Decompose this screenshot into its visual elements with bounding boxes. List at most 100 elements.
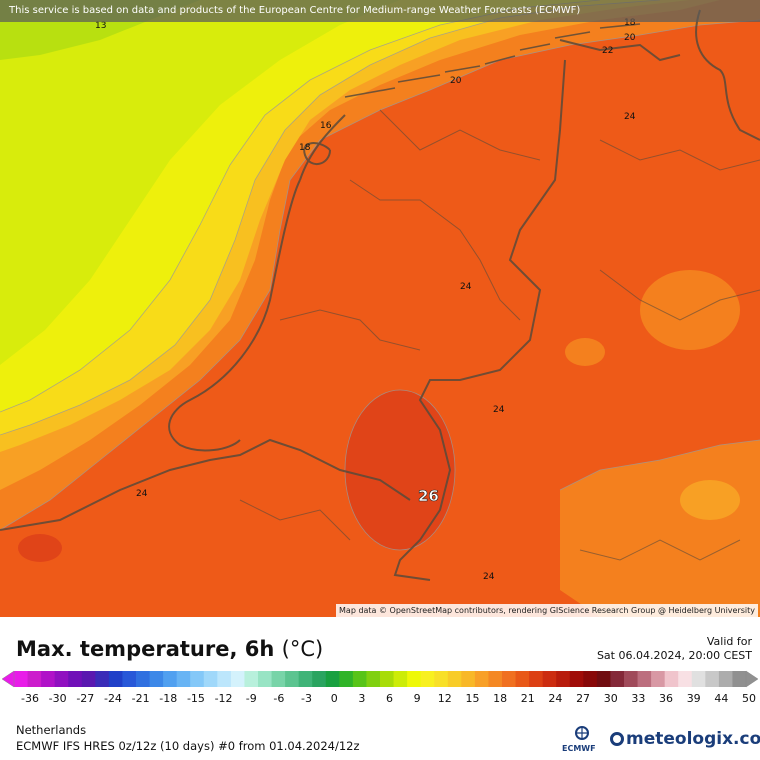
- ecmwf-logo-text: ECMWF: [562, 744, 596, 753]
- scale-cell: [258, 671, 273, 687]
- scale-cell: [610, 671, 625, 687]
- scale-cell: [664, 671, 679, 687]
- isoline-label-24-ne: 24: [624, 112, 636, 122]
- isoline-label-24-center: 24: [460, 282, 472, 292]
- scale-cell: [41, 671, 56, 687]
- isoline-label-18-coast: 18: [299, 143, 311, 153]
- scale-tick-label: 36: [659, 692, 674, 705]
- meteologix-logo[interactable]: meteologix.com: [610, 729, 760, 749]
- meteologix-text: meteologix.com: [626, 729, 760, 749]
- scale-cell: [420, 671, 435, 687]
- scale-cell: [678, 671, 693, 687]
- isoline-label-20-ne: 20: [624, 33, 636, 43]
- isoline-label-24-south: 24: [483, 572, 495, 582]
- scale-cell: [68, 671, 83, 687]
- scale-tick-label: -3: [301, 692, 313, 705]
- scale-tick-label: -9: [245, 692, 257, 705]
- scale-cell: [136, 671, 151, 687]
- scale-tick-label: -30: [48, 692, 67, 705]
- scale-tick-label: 21: [520, 692, 535, 705]
- scale-cell: [502, 671, 517, 687]
- scale-left-arrow: [1, 670, 15, 688]
- scale-cell: [203, 671, 218, 687]
- scale-tick-label: 15: [465, 692, 480, 705]
- scale-cell: [108, 671, 123, 687]
- scale-cell: [583, 671, 598, 687]
- color-scale-ticks: -36 -30 -27 -24 -21 -18 -15 -12 -9 -6 -3 0 3 6 9 12 15 18…: [0, 692, 760, 708]
- max-value-label: 26: [418, 487, 439, 505]
- scale-tick-label: -36: [21, 692, 39, 705]
- isoline-label-13: 13: [95, 21, 106, 31]
- scale-cell: [529, 671, 544, 687]
- model-run-info: ECMWF IFS HRES 0z/12z (10 days) #0 from …: [16, 739, 360, 753]
- scale-cell: [705, 671, 720, 687]
- scale-tick-label: 39: [686, 692, 701, 705]
- scale-tick-label: -18: [159, 692, 178, 705]
- scale-cell: [542, 671, 557, 687]
- scale-cell: [244, 671, 259, 687]
- scale-cell: [447, 671, 462, 687]
- valid-time: Sat 06.04.2024, 20:00 CEST: [596, 649, 752, 662]
- scale-cell: [95, 671, 110, 687]
- isoline-label-24-east: 24: [493, 405, 505, 415]
- scale-cell: [380, 671, 395, 687]
- scale-cell: [325, 671, 340, 687]
- scale-cell: [393, 671, 408, 687]
- scale-cell: [230, 671, 245, 687]
- map-data-credit[interactable]: Map data © OpenStreetMap contributors, r…: [336, 604, 758, 617]
- scale-cell: [569, 671, 584, 687]
- scale-cell: [474, 671, 489, 687]
- band-26-west: [18, 534, 62, 562]
- band-22-pocket: [565, 338, 605, 366]
- scale-tick-label: 33: [631, 692, 646, 705]
- scale-cell: [488, 671, 503, 687]
- color-scale-cells: [14, 671, 747, 687]
- scale-cell: [352, 671, 367, 687]
- scale-cell: [176, 671, 191, 687]
- scale-cell: [271, 671, 286, 687]
- scale-cell: [339, 671, 354, 687]
- scale-tick-label: -21: [131, 692, 150, 705]
- scale-cell: [122, 671, 137, 687]
- isoline-label-18-ne: 18: [624, 18, 636, 28]
- ecmwf-logo-icon[interactable]: [560, 725, 604, 757]
- scale-tick-label: 44: [714, 692, 729, 705]
- band-20-se: [680, 480, 740, 520]
- region-name: Netherlands: [16, 723, 87, 737]
- scale-cell: [312, 671, 327, 687]
- scale-cell: [366, 671, 381, 687]
- scale-tick-label: 30: [603, 692, 618, 705]
- scale-right-arrow: [745, 670, 759, 688]
- scale-tick-label: -27: [76, 692, 95, 705]
- scale-tick-label: 0: [330, 692, 338, 705]
- scale-cell: [407, 671, 422, 687]
- parameter-name: Max. temperature, 6h: [16, 637, 275, 661]
- temperature-map[interactable]: 13 18 16 20 18 20 22 24 24 24 24 24 26 T…: [0, 0, 760, 617]
- scale-cell: [81, 671, 96, 687]
- scale-cell: [217, 671, 232, 687]
- scale-tick-label: -12: [214, 692, 233, 705]
- isoline-label-16: 16: [320, 121, 332, 131]
- scale-cell: [651, 671, 666, 687]
- valid-for-label: Valid for: [706, 635, 752, 648]
- scale-cell: [298, 671, 313, 687]
- isoline-label-20-north: 20: [450, 76, 462, 86]
- scale-cell: [718, 671, 733, 687]
- scale-cell: [461, 671, 476, 687]
- band-22-east: [640, 270, 740, 350]
- scale-cell: [556, 671, 571, 687]
- scale-tick-label: 6: [386, 692, 393, 705]
- scale-cell: [163, 671, 178, 687]
- scale-cell: [732, 671, 747, 687]
- scale-cell: [54, 671, 69, 687]
- parameter-unit: (°C): [281, 637, 324, 661]
- ecmwf-attribution-banner: This service is based on data and produc…: [0, 0, 760, 22]
- scale-cell: [691, 671, 706, 687]
- isoline-label-24-west: 24: [136, 489, 148, 499]
- scale-cell: [190, 671, 205, 687]
- scale-cell: [637, 671, 652, 687]
- scale-cell: [14, 671, 29, 687]
- scale-cell: [624, 671, 639, 687]
- wadden-islands: [344, 23, 641, 98]
- map-canvas: 13 18 16 20 18 20 22 24 24 24 24 24 26: [0, 0, 760, 617]
